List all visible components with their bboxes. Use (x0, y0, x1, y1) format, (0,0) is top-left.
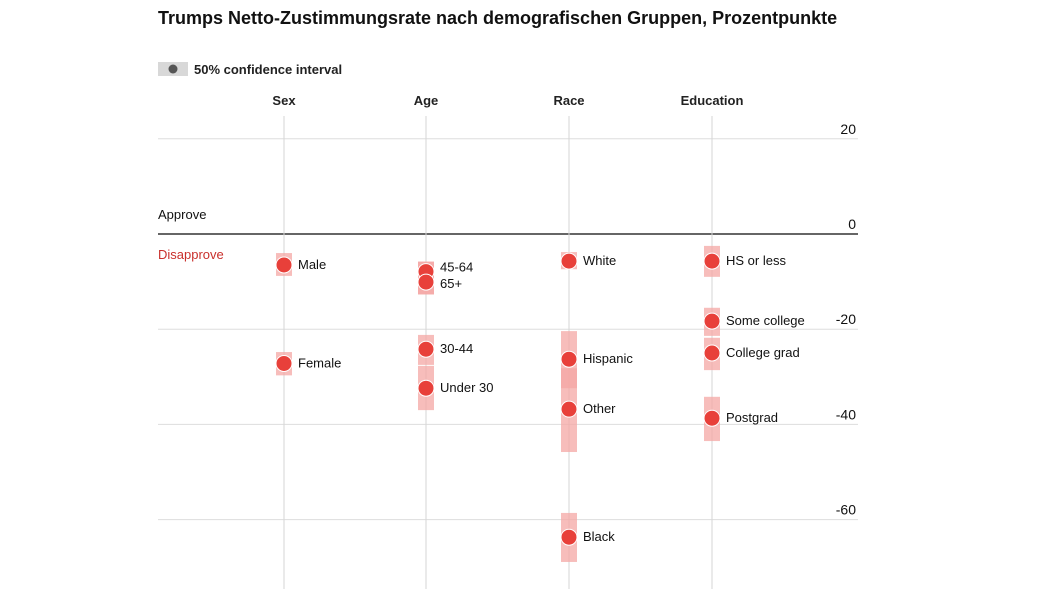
chart-title: Trumps Netto-Zustimmungsrate nach demogr… (158, 8, 837, 28)
point-label: White (583, 253, 616, 268)
data-point (560, 400, 578, 418)
point-label: 30-44 (440, 341, 473, 356)
y-tick-label: -20 (836, 311, 856, 327)
y-tick-label: 0 (848, 216, 856, 232)
legend: 50% confidence interval (158, 62, 342, 77)
data-point (275, 256, 293, 274)
point-label: 65+ (440, 276, 462, 291)
column-header: Education (681, 93, 744, 108)
point-label: Black (583, 529, 615, 544)
column-header: Sex (272, 93, 296, 108)
disappove-label: Disapprove (158, 247, 224, 262)
point-label: Under 30 (440, 380, 493, 395)
data-point (703, 312, 721, 330)
data-point (560, 350, 578, 368)
point-label: Male (298, 257, 326, 272)
data-point (703, 344, 721, 362)
data-point (417, 340, 435, 358)
y-tick-label: 20 (840, 121, 856, 137)
y-tick-label: -40 (836, 406, 856, 422)
data-point (417, 379, 435, 397)
point-label: College grad (726, 345, 800, 360)
point-label: Hispanic (583, 351, 633, 366)
point-label: Other (583, 401, 616, 416)
point-label: Some college (726, 313, 805, 328)
data-point (275, 354, 293, 372)
y-tick-label: -60 (836, 502, 856, 518)
legend-label: 50% confidence interval (194, 62, 342, 77)
data-point (560, 252, 578, 270)
column-header: Age (414, 93, 439, 108)
point-label: 45-64 (440, 260, 473, 275)
data-point (703, 252, 721, 270)
point-label: HS or less (726, 253, 786, 268)
point-label: Female (298, 355, 341, 370)
approve-label: Approve (158, 207, 206, 222)
data-point (417, 273, 435, 291)
data-point (703, 409, 721, 427)
legend-point-swatch (168, 64, 178, 74)
column-header: Race (553, 93, 584, 108)
point-label: Postgrad (726, 410, 778, 425)
data-point (560, 528, 578, 546)
